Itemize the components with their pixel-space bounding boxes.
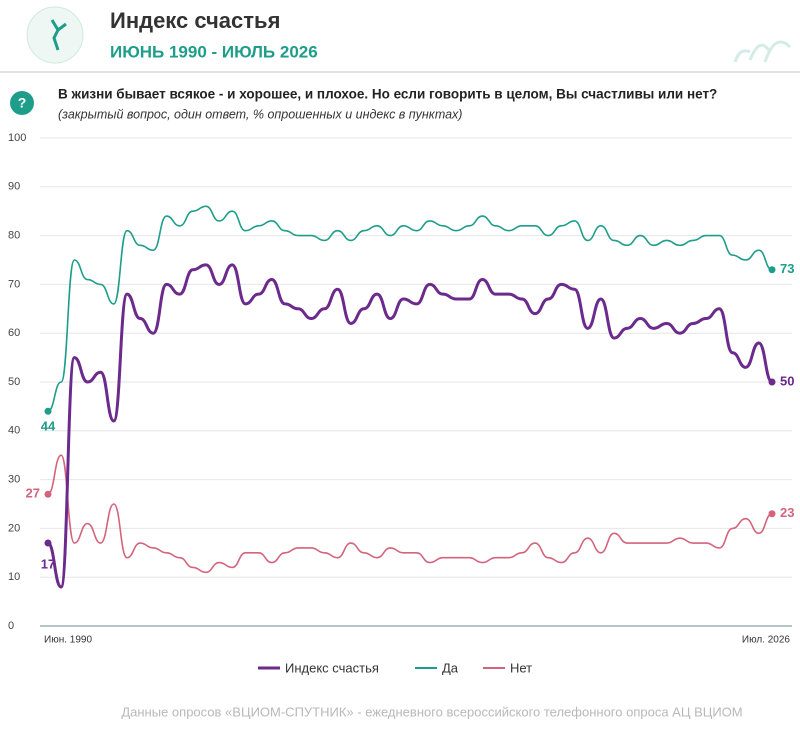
y-tick-label: 80 <box>8 230 20 242</box>
end-point <box>44 539 52 547</box>
series-line <box>46 263 774 589</box>
y-tick-label: 10 <box>8 571 20 583</box>
series-line <box>47 454 773 574</box>
y-tick-label: 90 <box>8 181 20 193</box>
y-tick-label: 100 <box>8 132 26 144</box>
data-label: 23 <box>780 505 794 520</box>
note: (закрытый вопрос, один ответ, % опрошенн… <box>58 107 462 121</box>
end-point <box>44 407 52 415</box>
data-label: 27 <box>26 486 40 501</box>
y-tick-label: 40 <box>8 425 20 437</box>
x-tick-label: Июн. 1990 <box>44 635 92 646</box>
y-tick-label: 0 <box>8 620 14 632</box>
data-label: 17 <box>41 556 55 571</box>
source: Данные опросов «ВЦИОМ-СПУТНИК» - ежеднев… <box>121 704 742 719</box>
y-tick-label: 60 <box>8 327 20 339</box>
end-point <box>768 378 776 386</box>
legend-label: Да <box>442 660 459 675</box>
y-tick-label: 50 <box>8 376 20 388</box>
series-line <box>47 205 773 413</box>
end-point <box>44 490 52 498</box>
decor <box>733 40 792 63</box>
legend-label: Нет <box>510 660 532 675</box>
question-icon <box>10 91 34 115</box>
data-label: 44 <box>41 419 56 434</box>
logo-figure <box>50 19 67 51</box>
y-tick-label: 30 <box>8 474 20 486</box>
data-label: 73 <box>780 261 794 276</box>
y-tick-label: 70 <box>8 278 20 290</box>
data-label: 50 <box>780 373 794 388</box>
x-tick-label: Июл. 2026 <box>742 635 791 646</box>
question-mark: ? <box>18 95 27 111</box>
end-point <box>768 510 776 518</box>
end-point <box>768 266 776 274</box>
question: В жизни бывает всякое - и хорошее, и пло… <box>58 87 717 102</box>
title: Индекс счастья <box>110 8 280 33</box>
subtitle: ИЮНЬ 1990 - ИЮЛЬ 2026 <box>110 42 318 61</box>
y-tick-label: 20 <box>8 522 20 534</box>
legend-label: Индекс счастья <box>285 660 379 675</box>
